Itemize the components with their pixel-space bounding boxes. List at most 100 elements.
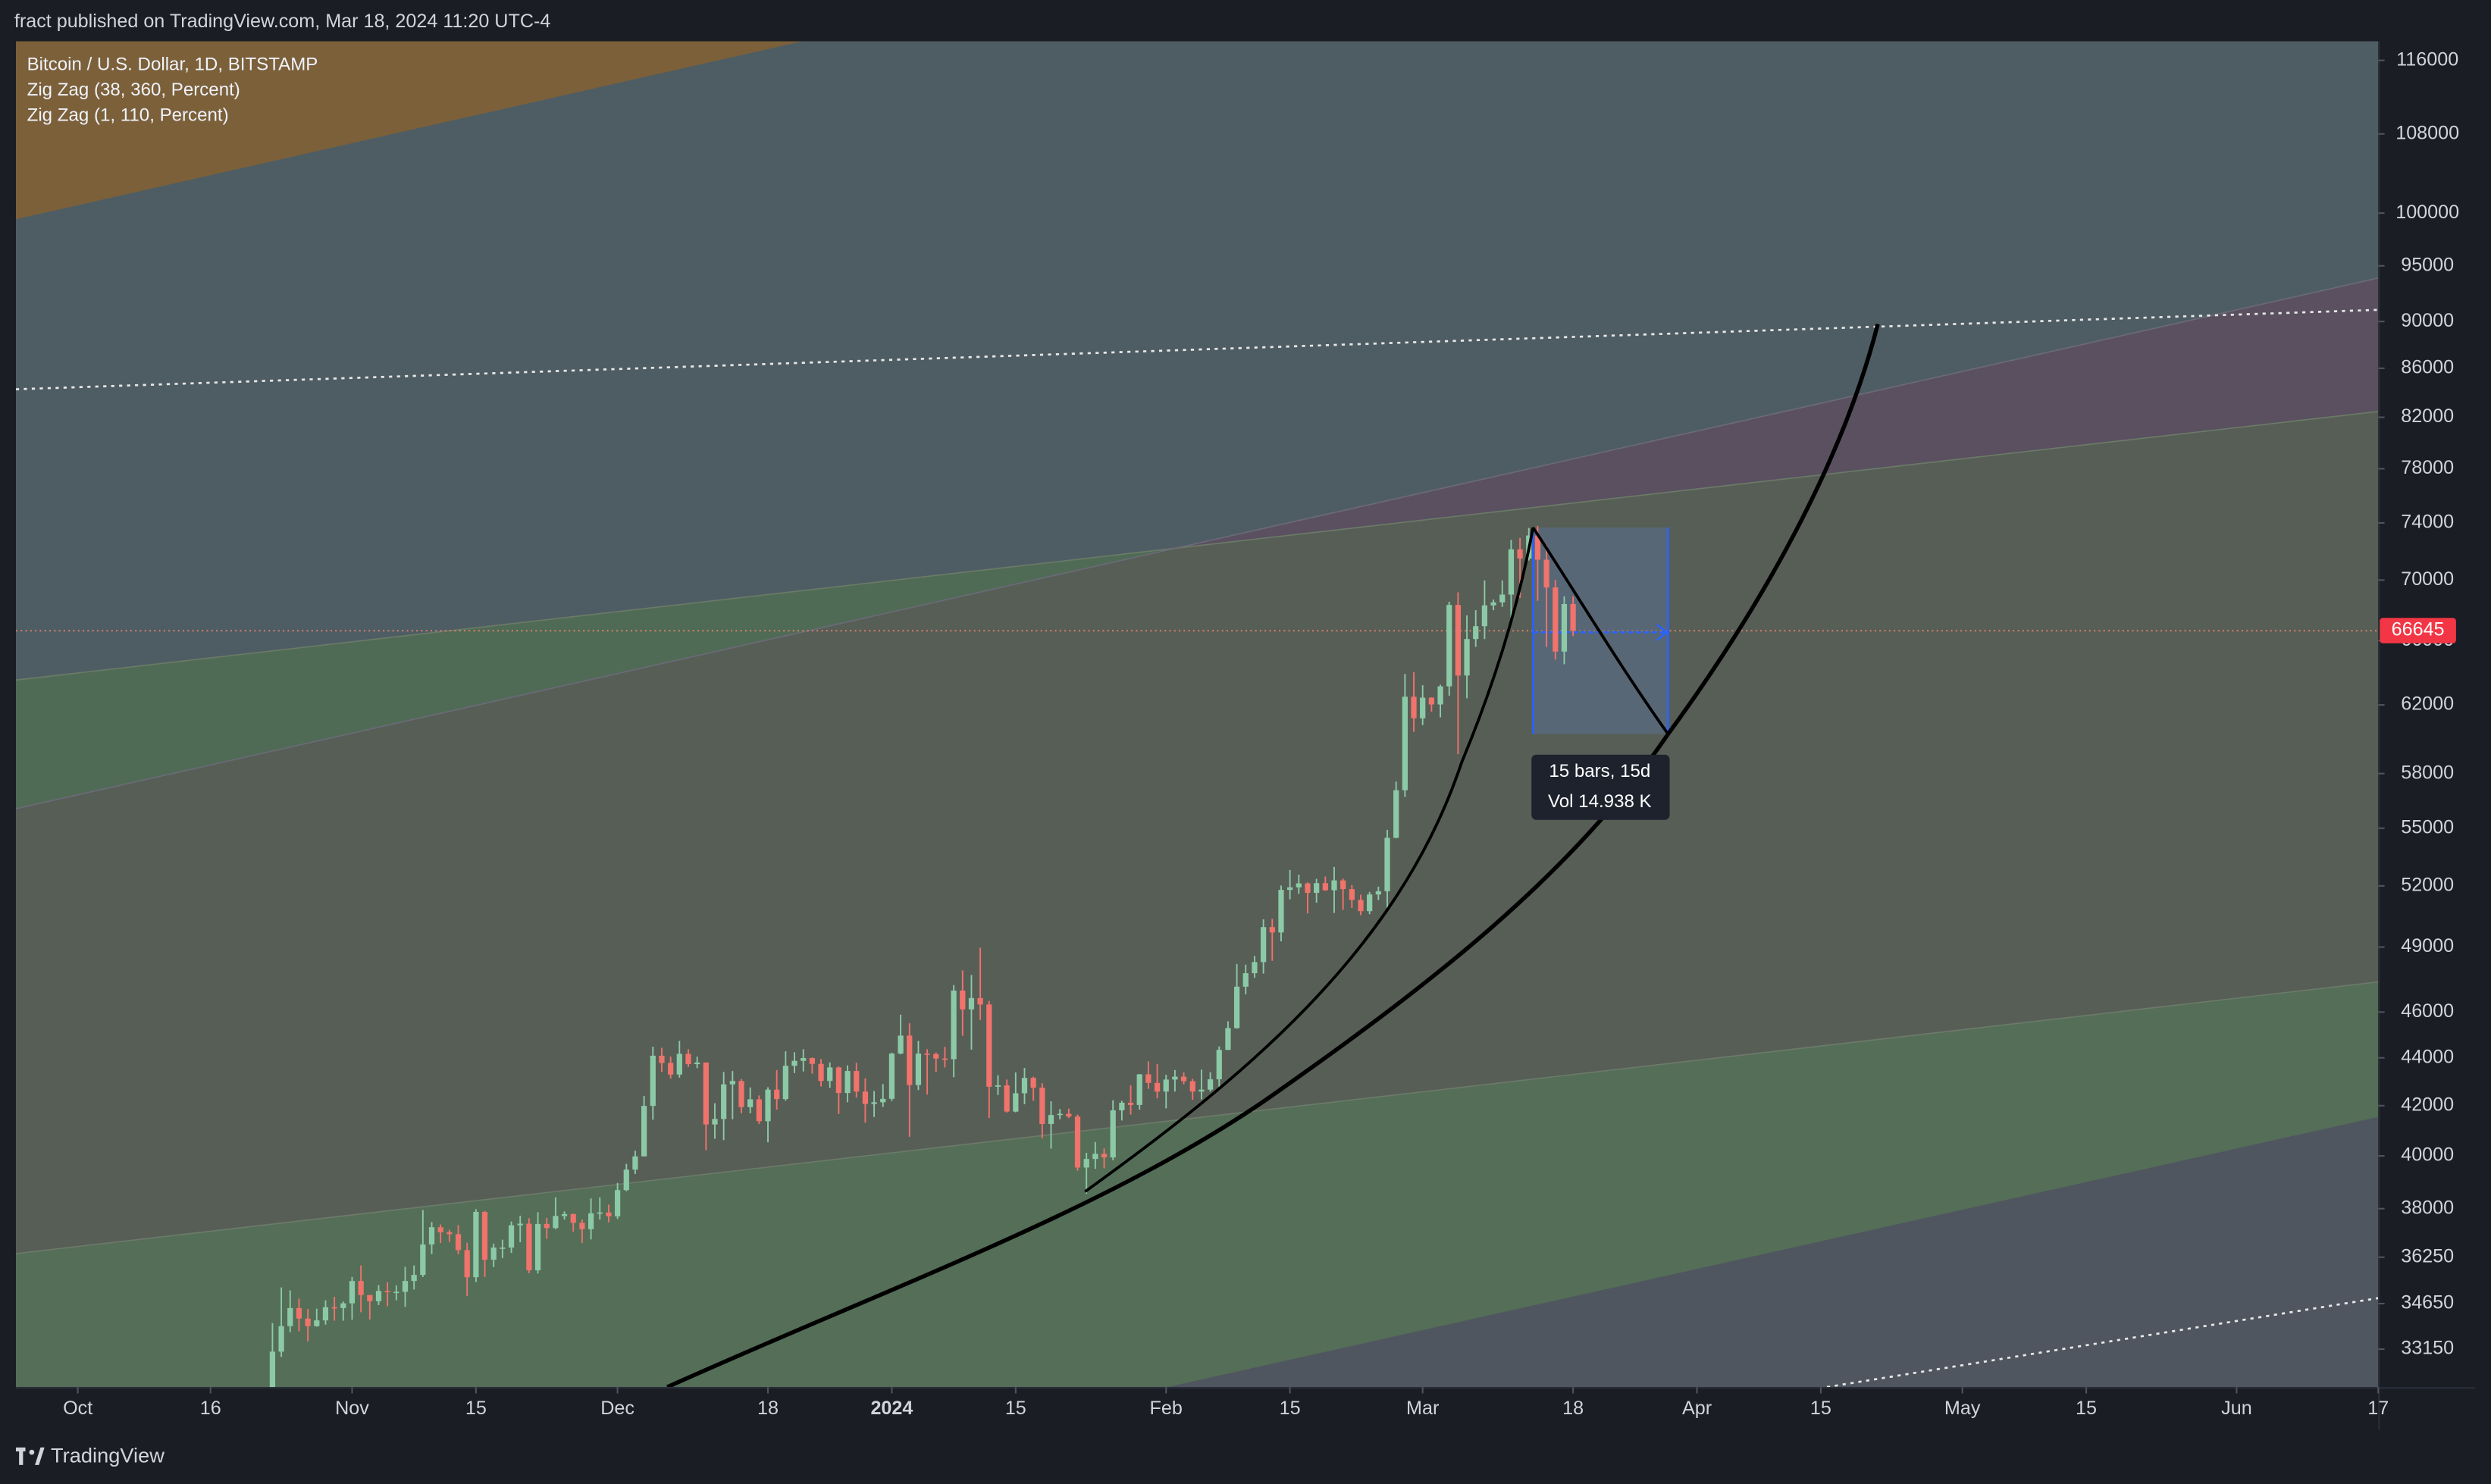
candle-body xyxy=(1384,837,1390,891)
x-tick-label: 15 xyxy=(2076,1398,2097,1419)
candle-body xyxy=(1233,986,1240,1028)
candle-body xyxy=(1180,1076,1187,1082)
x-tick-label: 18 xyxy=(1562,1398,1584,1419)
y-tick-label: 100000 xyxy=(2395,202,2459,223)
candles xyxy=(269,525,1576,1388)
band-orange xyxy=(15,41,803,220)
candle-body xyxy=(1455,605,1462,676)
candle-body xyxy=(933,1054,939,1059)
drawn-curve xyxy=(666,323,1880,1388)
y-tick-label: 78000 xyxy=(2401,457,2454,478)
drawn-line xyxy=(1531,526,1669,735)
candle-body xyxy=(606,1212,612,1216)
y-tick-label: 108000 xyxy=(2395,122,2459,143)
candle-body xyxy=(1260,927,1267,963)
candle-body xyxy=(1101,1154,1108,1158)
candle-body xyxy=(915,1054,922,1085)
candle-body xyxy=(614,1190,621,1216)
x-tick-label: Oct xyxy=(63,1398,92,1419)
candle-body xyxy=(481,1211,488,1260)
x-tick-label: May xyxy=(1944,1398,1981,1419)
candle-body xyxy=(411,1275,417,1282)
candle-body xyxy=(738,1081,744,1107)
candle-body xyxy=(1021,1078,1028,1094)
candle-body xyxy=(968,997,975,1010)
x-tick-label: Apr xyxy=(1682,1398,1712,1419)
candle-body xyxy=(694,1062,700,1065)
candle-body xyxy=(1092,1154,1098,1160)
candle-body xyxy=(437,1227,443,1232)
candle-body xyxy=(1057,1113,1063,1116)
y-tick-label: 49000 xyxy=(2401,935,2454,956)
candle-body xyxy=(960,991,966,1010)
candle-body xyxy=(340,1303,346,1308)
candle-body xyxy=(942,1058,948,1060)
candle-body xyxy=(924,1054,930,1055)
candle-body xyxy=(579,1223,585,1229)
measure-bars: 15 bars, 15d xyxy=(1549,761,1650,781)
candle-body xyxy=(1163,1079,1169,1092)
candle-body xyxy=(1349,889,1355,900)
candle-body xyxy=(818,1063,824,1082)
candle-body xyxy=(1048,1115,1054,1124)
measure-tooltip xyxy=(1531,754,1670,820)
candle-body xyxy=(685,1054,691,1065)
candle-body xyxy=(1189,1081,1195,1092)
candle-body xyxy=(588,1213,594,1229)
candle-body xyxy=(1553,587,1559,652)
legend-entry: Bitcoin / U.S. Dollar, 1D, BITSTAMP xyxy=(27,54,318,74)
candle-body xyxy=(1252,962,1258,974)
y-tick-label: 46000 xyxy=(2401,1000,2454,1022)
channel-line xyxy=(15,981,2379,1254)
candle-body xyxy=(1437,686,1443,705)
y-tick-label: 36250 xyxy=(2401,1245,2454,1266)
x-tick-label: 17 xyxy=(2367,1398,2389,1419)
candle-body xyxy=(721,1084,727,1119)
candle-body xyxy=(322,1307,329,1321)
candle-body xyxy=(1083,1159,1089,1168)
candle-body xyxy=(995,1085,1001,1087)
candle-body xyxy=(951,991,957,1060)
candle-body xyxy=(1216,1050,1222,1080)
price-label: 66645 xyxy=(2392,619,2445,640)
drawn-curve xyxy=(1084,527,1535,1193)
y-tick-label: 38000 xyxy=(2401,1197,2454,1218)
candle-body xyxy=(977,997,983,1005)
candle-body xyxy=(473,1211,479,1278)
candle-body xyxy=(835,1067,842,1094)
candle-body xyxy=(1428,697,1434,705)
candle-body xyxy=(1464,639,1470,676)
channel-line xyxy=(15,411,2379,681)
measure-arrowhead xyxy=(1656,623,1668,641)
candle-body xyxy=(809,1057,815,1064)
candle-body xyxy=(367,1295,373,1301)
candle-body xyxy=(782,1066,788,1100)
footer-logo xyxy=(15,1447,45,1465)
x-tick-label: 18 xyxy=(757,1398,779,1419)
candle-body xyxy=(1074,1116,1081,1168)
candle-body xyxy=(844,1071,851,1094)
candle-body xyxy=(703,1062,709,1125)
candle-body xyxy=(561,1213,568,1216)
candle-body xyxy=(854,1071,860,1092)
candle-body xyxy=(278,1326,284,1352)
candle-body xyxy=(296,1307,302,1319)
x-tick-label: Jun xyxy=(2221,1398,2252,1419)
x-tick-label: Mar xyxy=(1406,1398,1439,1419)
y-tick-label: 44000 xyxy=(2401,1046,2454,1067)
candle-body xyxy=(986,1004,992,1087)
candle-body xyxy=(650,1055,656,1107)
candle-body xyxy=(1420,697,1426,719)
candle-body xyxy=(349,1281,356,1304)
x-tick-label: 16 xyxy=(200,1398,221,1419)
candle-body xyxy=(446,1232,453,1235)
candle-body xyxy=(1119,1102,1125,1110)
candle-body xyxy=(632,1156,638,1170)
candle-body xyxy=(1136,1074,1142,1105)
candle-body xyxy=(1278,890,1284,933)
x-tick-label: Feb xyxy=(1150,1398,1183,1419)
y-tick-label: 82000 xyxy=(2401,405,2454,427)
candle-body xyxy=(729,1081,735,1085)
y-tick-label: 90000 xyxy=(2401,310,2454,331)
band-gray-lower xyxy=(1167,1116,2379,1388)
